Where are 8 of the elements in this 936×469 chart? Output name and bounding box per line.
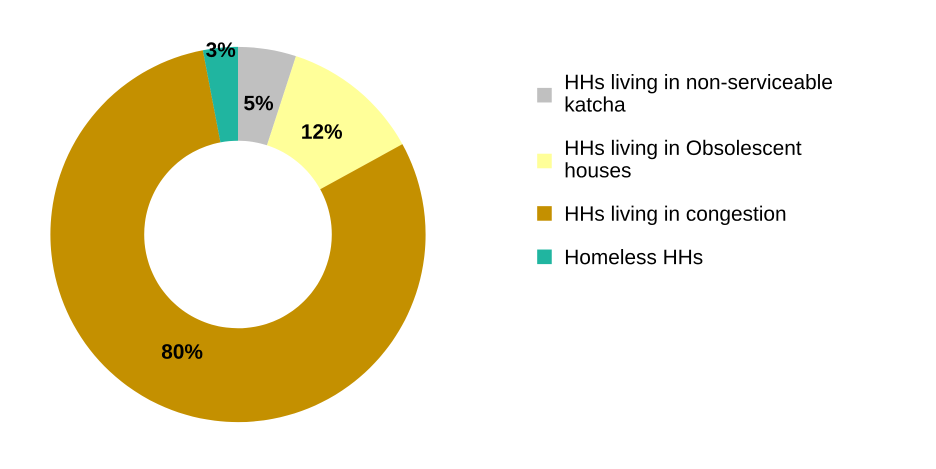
data-label: 5% (244, 96, 274, 110)
donut-slice (238, 46, 296, 146)
legend-label: HHs living in congestion (566, 206, 786, 226)
data-label: 12% (302, 124, 342, 139)
data-label: 80% (162, 344, 202, 359)
legend-label: Homeless HHs (566, 249, 702, 264)
legend-label: HHs living in non-serviceable katcha (566, 74, 832, 112)
legend-label: HHs living in Obsolescent houses (566, 140, 802, 178)
